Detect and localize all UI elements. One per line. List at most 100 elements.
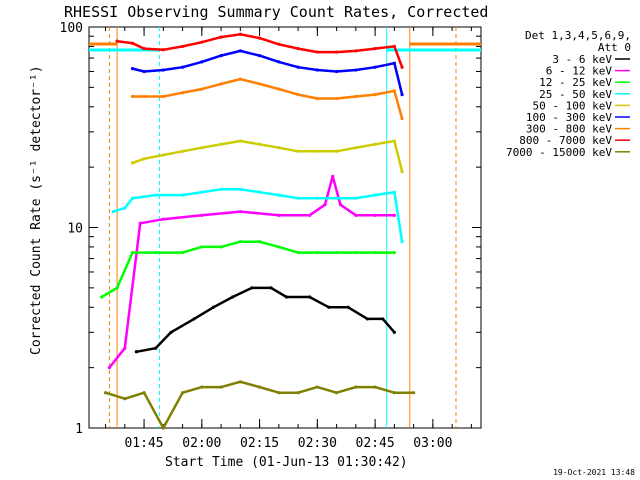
series-7-point-14 <box>373 47 377 51</box>
series-5-point-11 <box>334 69 339 74</box>
series-1-point-6 <box>277 213 281 217</box>
series-2-point-4 <box>180 250 185 255</box>
series-4-point-15 <box>400 170 404 174</box>
series-3-point-11 <box>315 196 319 200</box>
series-3-point-3 <box>154 193 158 197</box>
series-8-point-14 <box>373 385 377 389</box>
series-4-point-6 <box>238 139 242 143</box>
series-3-point-13 <box>354 196 358 200</box>
y-tick-label-2: 100 <box>60 21 83 36</box>
series-4-point-11 <box>334 149 339 153</box>
footer-timestamp: 19-Oct-2021 13:48 <box>553 468 635 477</box>
series-1-point-13 <box>392 213 396 217</box>
series-2-point-10 <box>296 250 300 255</box>
series-8-point-13 <box>354 385 358 389</box>
series-6-point-0 <box>130 94 135 99</box>
series-1-point-11 <box>354 213 358 217</box>
series-0-point-3 <box>192 317 196 321</box>
x-axis-label: Start Time (01-Jun-13 01:30:42) <box>165 455 408 470</box>
series-4-point-9 <box>296 149 300 153</box>
series-5-point-1 <box>142 69 146 74</box>
series-7-point-9 <box>277 42 281 46</box>
series-3-point-5 <box>200 190 204 194</box>
series-2-point-1 <box>115 286 119 290</box>
x-tick-label-5: 03:00 <box>413 436 452 451</box>
series-1-point-1 <box>123 346 127 350</box>
series-8-point-15 <box>392 391 396 395</box>
series-7-point-11 <box>315 50 319 54</box>
series-4-point-8 <box>277 146 281 150</box>
series-4-point-14 <box>392 139 396 143</box>
series-8-point-10 <box>296 391 300 395</box>
series-8-point-1 <box>123 397 127 401</box>
series-line-4 <box>132 139 404 172</box>
overlay-lines <box>89 27 481 428</box>
series-3-point-4 <box>180 193 185 197</box>
y-tick-label-1: 10 <box>67 222 83 237</box>
series-0-point-14 <box>392 330 396 334</box>
series-4-point-2 <box>161 153 165 157</box>
series-5-point-6 <box>238 49 242 53</box>
series-2-point-14 <box>373 250 377 255</box>
series-1-point-9 <box>331 174 335 178</box>
series-3-point-10 <box>296 196 300 200</box>
legend-label-8: 7000 - 15000 keV <box>506 146 612 159</box>
series-0-point-11 <box>346 305 350 309</box>
series-8-point-9 <box>277 391 281 395</box>
series-3-point-6 <box>219 187 223 191</box>
series-4-point-10 <box>315 149 319 153</box>
series-2-point-2 <box>130 250 135 255</box>
series-6-point-12 <box>354 94 358 99</box>
series-4-point-7 <box>257 142 262 146</box>
series-7-point-10 <box>296 47 300 51</box>
series-0-point-13 <box>381 317 385 321</box>
series-2-point-5 <box>200 245 204 249</box>
series-2-point-11 <box>315 250 319 255</box>
x-tick-label-3: 02:30 <box>298 436 337 451</box>
series-1-point-8 <box>323 203 327 207</box>
series-2-point-3 <box>154 250 158 255</box>
series-5-point-14 <box>392 61 396 65</box>
series-6-point-8 <box>277 87 281 91</box>
series-4-point-1 <box>142 157 146 161</box>
series-1-point-2 <box>138 221 142 225</box>
series-0-point-9 <box>308 295 312 299</box>
series-7-point-8 <box>257 36 262 40</box>
series-5-point-9 <box>296 65 300 69</box>
series-4-point-12 <box>354 146 358 150</box>
plot-axes <box>88 26 482 429</box>
series-5-point-10 <box>315 68 319 72</box>
y-axis-label: Corrected Count Rate (s⁻¹ detector⁻¹) <box>29 65 44 355</box>
x-tick-label-1: 02:00 <box>182 436 221 451</box>
plot-frame <box>88 26 482 429</box>
series-7-point-16 <box>400 65 404 69</box>
series-1-point-0 <box>107 366 112 370</box>
series-5-point-5 <box>219 54 223 58</box>
series-7-point-5 <box>200 40 204 44</box>
legend-label-6: 300 - 800 keV <box>526 123 612 136</box>
series-0-point-12 <box>365 317 370 321</box>
series-8-point-8 <box>257 385 262 389</box>
series-6-point-3 <box>180 91 185 95</box>
series-3-point-9 <box>277 193 281 197</box>
series-7-point-4 <box>180 44 185 49</box>
series-5-point-7 <box>257 54 262 58</box>
series-6-point-5 <box>219 82 223 86</box>
series-6-point-2 <box>161 94 165 99</box>
series-5-point-0 <box>130 67 135 71</box>
series-2-point-0 <box>100 295 104 299</box>
series-1-point-5 <box>238 210 242 214</box>
series-1-point-4 <box>200 213 204 217</box>
series-6-point-15 <box>400 116 404 121</box>
series-6-point-13 <box>373 93 377 97</box>
series-8-point-2 <box>142 391 146 395</box>
series-6-point-9 <box>296 93 300 97</box>
series-3-point-16 <box>400 240 404 244</box>
series-8-point-7 <box>238 380 242 384</box>
series-6-point-10 <box>315 96 319 101</box>
series-6-point-14 <box>392 89 396 93</box>
series-2-point-15 <box>392 250 396 255</box>
series-4-point-3 <box>180 149 185 153</box>
legend-label-1: 6 - 12 keV <box>546 65 613 78</box>
